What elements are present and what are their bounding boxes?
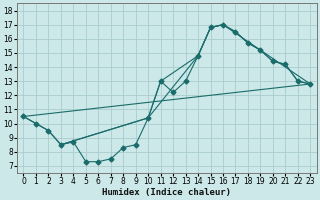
- X-axis label: Humidex (Indice chaleur): Humidex (Indice chaleur): [102, 188, 231, 197]
